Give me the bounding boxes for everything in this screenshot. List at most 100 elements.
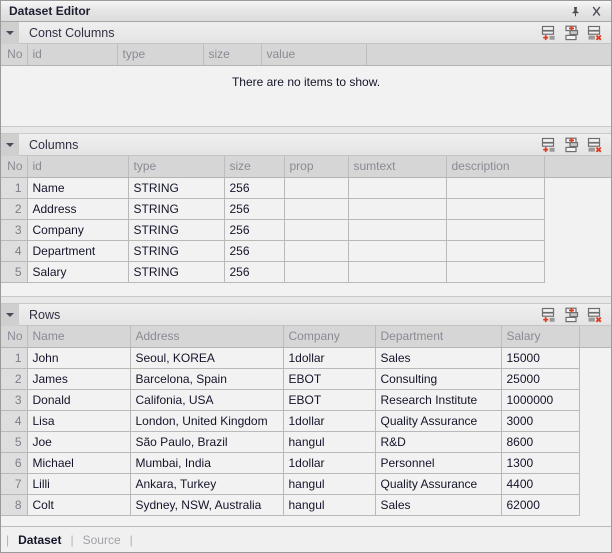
cell-address[interactable]: Mumbai, India bbox=[130, 452, 284, 474]
delete-row-icon[interactable] bbox=[587, 307, 605, 323]
cell-company[interactable]: hangul bbox=[283, 473, 376, 495]
cell-description[interactable] bbox=[446, 198, 545, 220]
column-header-name[interactable]: Name bbox=[27, 326, 131, 348]
cell-department[interactable]: Sales bbox=[375, 347, 502, 369]
column-header-value[interactable]: value bbox=[261, 44, 367, 66]
cell-company[interactable]: EBOT bbox=[283, 389, 376, 411]
delete-row-icon[interactable] bbox=[587, 137, 605, 153]
column-header-type[interactable]: type bbox=[128, 156, 225, 178]
const-columns-grid[interactable]: No id type size value There are no items… bbox=[1, 44, 611, 126]
cell-department[interactable]: Sales bbox=[375, 494, 502, 516]
cell-address[interactable]: Barcelona, Spain bbox=[130, 368, 284, 390]
cell-salary[interactable]: 3000 bbox=[501, 410, 580, 432]
cell-name[interactable]: James bbox=[27, 368, 131, 390]
cell-description[interactable] bbox=[446, 261, 545, 283]
cell-address[interactable]: Ankara, Turkey bbox=[130, 473, 284, 495]
column-header-prop[interactable]: prop bbox=[284, 156, 349, 178]
column-header-id[interactable]: id bbox=[27, 156, 129, 178]
cell-size[interactable]: 256 bbox=[224, 219, 285, 241]
cell-address[interactable]: London, United Kingdom bbox=[130, 410, 284, 432]
collapse-toggle-rows[interactable] bbox=[1, 303, 19, 326]
cell-salary[interactable]: 4400 bbox=[501, 473, 580, 495]
column-header-no[interactable]: No bbox=[1, 44, 28, 66]
cell-id[interactable]: Company bbox=[27, 219, 129, 241]
cell-sumtext[interactable] bbox=[348, 240, 447, 262]
cell-department[interactable]: Research Institute bbox=[375, 389, 502, 411]
rows-grid[interactable]: No Name Address Company Department Salar… bbox=[1, 326, 611, 526]
cell-type[interactable]: STRING bbox=[128, 240, 225, 262]
cell-department[interactable]: Quality Assurance bbox=[375, 410, 502, 432]
table-row[interactable]: 8 Colt Sydney, NSW, Australia hangul Sal… bbox=[1, 494, 611, 516]
cell-department[interactable]: Consulting bbox=[375, 368, 502, 390]
cell-company[interactable]: hangul bbox=[283, 431, 376, 453]
cell-department[interactable]: Personnel bbox=[375, 452, 502, 474]
cell-name[interactable]: Michael bbox=[27, 452, 131, 474]
cell-size[interactable]: 256 bbox=[224, 177, 285, 199]
cell-salary[interactable]: 1000000 bbox=[501, 389, 580, 411]
column-header-sumtext[interactable]: sumtext bbox=[348, 156, 447, 178]
cell-address[interactable]: Seoul, KOREA bbox=[130, 347, 284, 369]
cell-prop[interactable] bbox=[284, 219, 349, 241]
cell-salary[interactable]: 8600 bbox=[501, 431, 580, 453]
cell-id[interactable]: Name bbox=[27, 177, 129, 199]
cell-department[interactable]: R&D bbox=[375, 431, 502, 453]
table-row[interactable]: 7 Lilli Ankara, Turkey hangul Quality As… bbox=[1, 473, 611, 495]
collapse-toggle-const-columns[interactable] bbox=[1, 21, 19, 44]
cell-sumtext[interactable] bbox=[348, 177, 447, 199]
cell-prop[interactable] bbox=[284, 261, 349, 283]
table-row[interactable]: 5 Joe São Paulo, Brazil hangul R&D 8600 bbox=[1, 431, 611, 453]
table-row[interactable]: 5 Salary STRING 256 bbox=[1, 261, 611, 283]
cell-size[interactable]: 256 bbox=[224, 198, 285, 220]
insert-row-icon[interactable] bbox=[564, 25, 582, 41]
delete-row-icon[interactable] bbox=[587, 25, 605, 41]
column-header-salary[interactable]: Salary bbox=[501, 326, 580, 348]
cell-company[interactable]: 1dollar bbox=[283, 410, 376, 432]
cell-type[interactable]: STRING bbox=[128, 198, 225, 220]
table-row[interactable]: 1 John Seoul, KOREA 1dollar Sales 15000 bbox=[1, 347, 611, 369]
cell-description[interactable] bbox=[446, 177, 545, 199]
pin-icon[interactable] bbox=[569, 5, 582, 18]
cell-prop[interactable] bbox=[284, 177, 349, 199]
collapse-toggle-columns[interactable] bbox=[1, 133, 19, 156]
cell-size[interactable]: 256 bbox=[224, 240, 285, 262]
tab-dataset[interactable]: Dataset bbox=[18, 532, 62, 547]
cell-salary[interactable]: 15000 bbox=[501, 347, 580, 369]
cell-company[interactable]: 1dollar bbox=[283, 452, 376, 474]
cell-name[interactable]: John bbox=[27, 347, 131, 369]
cell-type[interactable]: STRING bbox=[128, 177, 225, 199]
column-header-description[interactable]: description bbox=[446, 156, 545, 178]
cell-prop[interactable] bbox=[284, 240, 349, 262]
column-header-no[interactable]: No bbox=[1, 326, 28, 348]
table-row[interactable]: 1 Name STRING 256 bbox=[1, 177, 611, 199]
cell-name[interactable]: Colt bbox=[27, 494, 131, 516]
cell-company[interactable]: hangul bbox=[283, 494, 376, 516]
cell-address[interactable]: Sydney, NSW, Australia bbox=[130, 494, 284, 516]
cell-company[interactable]: 1dollar bbox=[283, 347, 376, 369]
cell-description[interactable] bbox=[446, 219, 545, 241]
columns-grid[interactable]: No id type size prop sumtext description… bbox=[1, 156, 611, 296]
column-header-id[interactable]: id bbox=[27, 44, 118, 66]
add-row-icon[interactable] bbox=[541, 307, 559, 323]
cell-type[interactable]: STRING bbox=[128, 261, 225, 283]
cell-salary[interactable]: 25000 bbox=[501, 368, 580, 390]
column-header-no[interactable]: No bbox=[1, 156, 28, 178]
cell-type[interactable]: STRING bbox=[128, 219, 225, 241]
cell-name[interactable]: Donald bbox=[27, 389, 131, 411]
column-header-size[interactable]: size bbox=[203, 44, 262, 66]
table-row[interactable]: 4 Department STRING 256 bbox=[1, 240, 611, 262]
column-header-type[interactable]: type bbox=[117, 44, 204, 66]
cell-name[interactable]: Lisa bbox=[27, 410, 131, 432]
cell-company[interactable]: EBOT bbox=[283, 368, 376, 390]
table-row[interactable]: 3 Donald Califonia, USA EBOT Research In… bbox=[1, 389, 611, 411]
cell-address[interactable]: Califonia, USA bbox=[130, 389, 284, 411]
tab-source[interactable]: Source bbox=[82, 532, 121, 547]
cell-sumtext[interactable] bbox=[348, 219, 447, 241]
column-header-company[interactable]: Company bbox=[283, 326, 376, 348]
add-row-icon[interactable] bbox=[541, 25, 559, 41]
column-header-address[interactable]: Address bbox=[130, 326, 284, 348]
cell-name[interactable]: Lilli bbox=[27, 473, 131, 495]
column-header-department[interactable]: Department bbox=[375, 326, 502, 348]
table-row[interactable]: 4 Lisa London, United Kingdom 1dollar Qu… bbox=[1, 410, 611, 432]
cell-department[interactable]: Quality Assurance bbox=[375, 473, 502, 495]
cell-name[interactable]: Joe bbox=[27, 431, 131, 453]
